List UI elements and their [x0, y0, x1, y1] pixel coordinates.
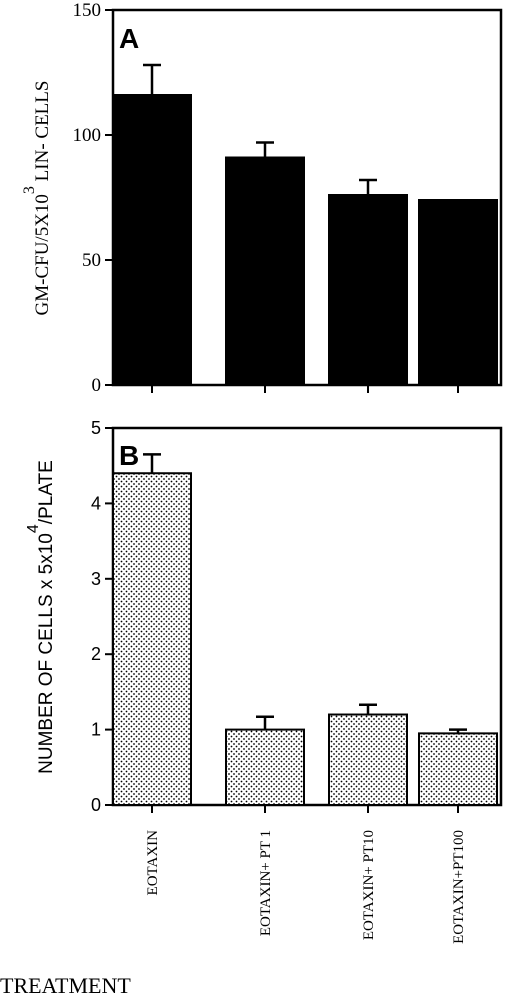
bar-eotaxin-pt10 [328, 194, 408, 386]
panel-a-y-axis: 0 50 100 150 [73, 0, 459, 396]
y-tick-label: 50 [82, 250, 101, 271]
panel-a-y-axis-label: GM-CFU/5X103 LIN- CELLS [21, 81, 53, 316]
bar-eotaxin-pt100 [418, 199, 498, 386]
y-tick-label: 150 [73, 0, 102, 21]
x-axis-label: TREATMENT [0, 973, 131, 998]
y-tick-label: 2 [91, 644, 101, 664]
bar-eotaxin-pt100 [418, 732, 498, 806]
bar-eotaxin [112, 472, 192, 806]
bar-eotaxin [112, 94, 192, 386]
x-category-label: EOTAXIN+ PT 1 [258, 830, 274, 936]
bar-eotaxin-pt10 [328, 713, 408, 807]
x-category-label: EOTAXIN+ PT10 [361, 830, 377, 940]
y-tick-label: 0 [91, 795, 101, 815]
y-tick-label: 3 [91, 569, 101, 589]
x-category-labels: EOTAXIN EOTAXIN+ PT 1 EOTAXIN+ PT10 EOTAXIN… [145, 830, 467, 944]
y-tick-label: 1 [91, 720, 101, 740]
y-tick-label: 100 [73, 125, 102, 146]
panel-a-letter: A [119, 23, 139, 54]
bar-eotaxin-pt-1 [225, 728, 305, 806]
x-category-label: EOTAXIN [145, 830, 161, 896]
panel-a: A 0 50 100 150 GM-CFU/5X103 LIN- CELLS [21, 0, 503, 396]
bar-eotaxin-pt-1 [225, 156, 305, 386]
y-tick-label: 0 [92, 375, 102, 396]
y-tick-label: 4 [91, 493, 101, 513]
y-tick-label: 5 [91, 418, 101, 438]
panel-b-letter: B [119, 440, 139, 471]
panel-b-bars [112, 453, 498, 807]
panel-b: B 0 1 2 3 4 5 NUMBER OF CELLS x 5x104/PLATE [25, 418, 503, 815]
panel-a-bars [112, 63, 498, 386]
panel-b-y-axis: 0 1 2 3 4 5 [91, 418, 459, 815]
x-category-label: EOTAXIN+PT100 [451, 830, 467, 944]
panel-b-y-axis-label: NUMBER OF CELLS x 5x104/PLATE [25, 460, 57, 774]
